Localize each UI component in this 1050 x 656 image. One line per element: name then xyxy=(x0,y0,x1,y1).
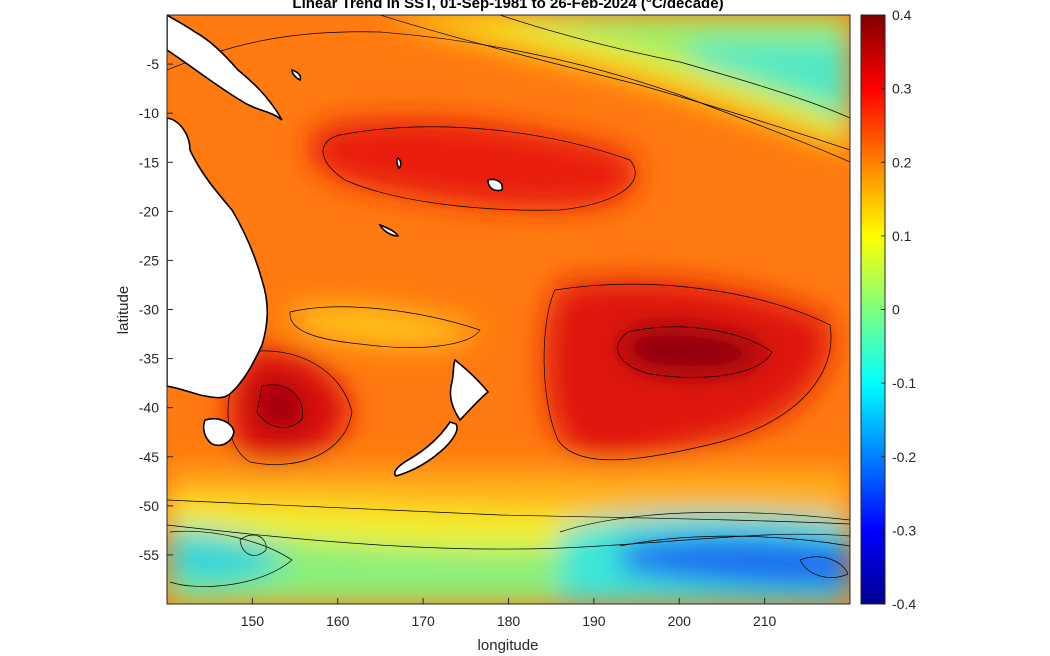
colorbar-tick-label: -0.1 xyxy=(892,375,916,391)
land-nz-north xyxy=(449,358,490,422)
landmasses xyxy=(167,15,504,477)
contour-line xyxy=(289,306,481,348)
y-tick-label: -35 xyxy=(139,351,159,367)
colorbar-ticks: 0.4 0.3 0.2 0.1 0 -0.1 -0.2 -0.3 -0.4 xyxy=(881,7,916,612)
y-tick-label: -20 xyxy=(139,203,159,219)
contour-line xyxy=(167,524,850,550)
y-axis-label: latitude xyxy=(115,286,132,334)
contour-line xyxy=(559,511,850,533)
region-tasman-dark xyxy=(258,384,303,427)
land-nz-south xyxy=(393,421,458,477)
x-tick-label: 150 xyxy=(241,613,265,629)
x-tick-label: 210 xyxy=(753,613,777,629)
contour-line xyxy=(169,530,293,587)
x-tick-label: 180 xyxy=(497,613,521,629)
y-tick-label: -40 xyxy=(139,400,159,416)
contour-line xyxy=(256,384,303,428)
contour-line xyxy=(239,534,267,556)
colorbar-tick-label: -0.2 xyxy=(892,449,916,465)
land-fiji xyxy=(487,178,504,192)
x-tick-label: 200 xyxy=(668,613,692,629)
contour-line xyxy=(227,350,353,465)
land-tasmania xyxy=(202,417,235,447)
region-tropical-red xyxy=(308,119,638,209)
y-tick-label: -5 xyxy=(147,56,160,72)
colorbar-tick-label: -0.3 xyxy=(892,522,916,538)
y-tick-label: -30 xyxy=(139,302,159,318)
colorbar-tick-label: -0.4 xyxy=(892,596,916,612)
contour-line xyxy=(799,556,849,578)
colorbar-tick-label: 0 xyxy=(892,302,900,318)
region-south-blue xyxy=(620,535,850,590)
contour-line xyxy=(543,283,832,461)
colorbar-tick-label: 0.4 xyxy=(892,7,912,23)
x-tick-label: 190 xyxy=(582,613,606,629)
x-axis-label: longitude xyxy=(478,637,539,654)
land-new-caledonia xyxy=(378,223,400,237)
region-central-dark xyxy=(619,326,770,376)
contour-line xyxy=(167,31,850,163)
y-tick-label: -55 xyxy=(139,547,159,563)
x-tick-label: 160 xyxy=(326,613,350,629)
land-australia xyxy=(167,117,269,399)
y-tick-label: -45 xyxy=(139,449,159,465)
colorbar-tick-label: 0.1 xyxy=(892,228,912,244)
contour-line xyxy=(379,15,850,151)
y-tick-label: -10 xyxy=(139,105,159,121)
land-vanuatu xyxy=(396,156,402,170)
land-solomon xyxy=(291,68,302,82)
region-subtropic-yellow xyxy=(290,306,480,346)
colorbar-tick-label: 0.3 xyxy=(892,81,912,97)
contour-line xyxy=(617,326,773,378)
colorbar: 0.4 0.3 0.2 0.1 0 -0.1 -0.2 -0.3 -0.4 xyxy=(860,7,916,612)
region-sw-cyan xyxy=(170,529,290,585)
land-new-guinea xyxy=(167,15,283,121)
y-tick-label: -25 xyxy=(139,252,159,268)
x-tick-label: 170 xyxy=(411,613,435,629)
contour-line xyxy=(499,15,850,119)
colorbar-tick-label: 0.2 xyxy=(892,154,912,170)
y-axis-ticks: -5 -10 -15 -20 -25 -30 -35 -40 -45 -50 -55 xyxy=(139,56,173,563)
contour-line xyxy=(619,535,850,547)
region-north-cyan xyxy=(690,40,850,115)
heatmap-field xyxy=(167,15,850,604)
contour-line xyxy=(322,126,636,211)
x-axis-ticks: 150 160 170 180 190 200 210 xyxy=(241,598,777,629)
chart-title: Linear Trend in SST, 01-Sep-1981 to 26-F… xyxy=(292,0,723,12)
y-tick-label: -50 xyxy=(139,498,159,514)
y-tick-label: -15 xyxy=(139,154,159,170)
